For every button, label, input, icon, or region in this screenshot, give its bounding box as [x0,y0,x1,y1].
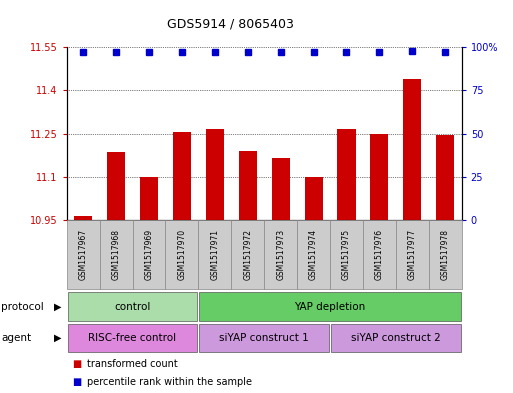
Bar [231,220,264,289]
Bar [338,129,356,220]
Bar [74,216,92,220]
Bar [200,292,461,321]
Bar [331,324,461,352]
Text: protocol: protocol [1,301,44,312]
Text: GSM1517968: GSM1517968 [111,229,121,280]
Text: agent: agent [1,333,31,343]
Bar [370,134,388,220]
Bar [429,220,462,289]
Text: ■: ■ [72,359,81,369]
Text: GSM1517969: GSM1517969 [145,229,153,280]
Text: GSM1517967: GSM1517967 [78,229,88,280]
Bar [107,152,125,220]
Bar [264,220,297,289]
Bar [67,220,100,289]
Bar [305,177,323,220]
Bar [396,220,429,289]
Bar [297,220,330,289]
Bar [330,220,363,289]
Text: YAP depletion: YAP depletion [294,301,366,312]
Bar [436,135,455,220]
Text: GSM1517977: GSM1517977 [408,229,417,280]
Bar [271,158,290,220]
Text: GSM1517976: GSM1517976 [375,229,384,280]
Text: GSM1517973: GSM1517973 [276,229,285,280]
Text: siYAP construct 1: siYAP construct 1 [220,333,309,343]
Text: ■: ■ [72,377,81,387]
Bar [199,220,231,289]
Bar [68,292,198,321]
Text: GSM1517972: GSM1517972 [243,229,252,280]
Text: GSM1517971: GSM1517971 [210,229,220,280]
Text: GSM1517978: GSM1517978 [441,229,450,280]
Bar [239,151,257,220]
Text: GDS5914 / 8065403: GDS5914 / 8065403 [167,18,294,31]
Text: GSM1517975: GSM1517975 [342,229,351,280]
Bar [403,79,421,220]
Text: ▶: ▶ [54,301,62,312]
Text: siYAP construct 2: siYAP construct 2 [351,333,441,343]
Bar [200,324,329,352]
Bar [206,129,224,220]
Bar [165,220,199,289]
Bar [173,132,191,220]
Text: percentile rank within the sample: percentile rank within the sample [87,377,252,387]
Text: transformed count: transformed count [87,359,178,369]
Bar [100,220,132,289]
Text: control: control [114,301,151,312]
Bar [132,220,165,289]
Text: GSM1517970: GSM1517970 [177,229,186,280]
Text: RISC-free control: RISC-free control [88,333,176,343]
Bar [68,324,198,352]
Text: ▶: ▶ [54,333,62,343]
Bar [363,220,396,289]
Text: GSM1517974: GSM1517974 [309,229,318,280]
Bar [140,177,158,220]
